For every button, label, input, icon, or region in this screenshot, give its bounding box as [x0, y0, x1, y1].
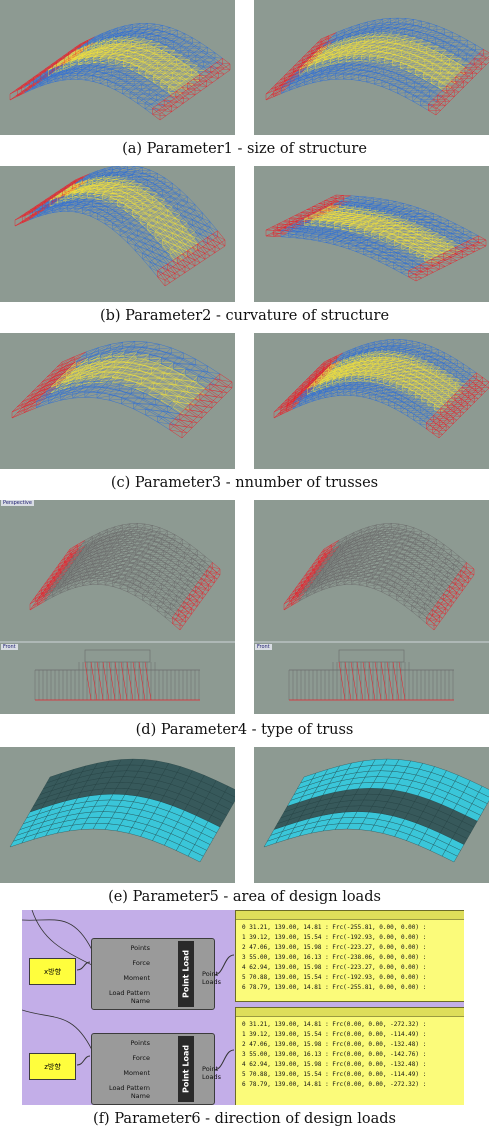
truss-render: [11, 341, 233, 439]
load-render: [263, 758, 489, 863]
param-x-direction[interactable]: x방향: [29, 958, 76, 985]
caption-a: (a) Parameter1 - size of structure: [122, 141, 367, 157]
input-points: Points: [130, 944, 150, 952]
wire-layer: [22, 910, 235, 1071]
caption-e: (e) Parameter5 - area of design loads: [108, 889, 381, 905]
render-e-right: [254, 747, 489, 883]
render-a-left: [0, 0, 235, 135]
param-label: x방향: [43, 967, 62, 976]
component-title: Point Load: [178, 941, 194, 1007]
viewport-label-perspective: Perspective: [1, 500, 34, 506]
load-render: [9, 758, 235, 863]
render-e-left: [0, 747, 235, 883]
output-panel-1[interactable]: 0 31.21, 139.00, 14.81 : Frc(-255.81, 0.…: [235, 910, 464, 1002]
panel-line: 0 31.21, 139.00, 14.81 : Frc(0.00, 0.00,…: [242, 1021, 427, 1028]
grasshopper-canvas: x방향 Points Force Moment Load Pattern Nam…: [22, 910, 464, 1105]
viewport-label-front: Front: [255, 644, 272, 650]
panel-line: 4 62.94, 139.00, 15.98 : Frc(-223.27, 0.…: [242, 964, 427, 971]
input-force: Force: [132, 959, 150, 967]
input-force: Force: [132, 1054, 150, 1062]
panel-line: 5 70.88, 139.00, 15.54 : Frc(0.00, 0.00,…: [242, 1071, 427, 1078]
truss-render: [9, 23, 231, 121]
render-d-left: Perspective Front: [0, 500, 235, 714]
render-b-left: [0, 166, 235, 302]
component-point-load-1[interactable]: Points Force Moment Load Pattern Name Po…: [91, 938, 221, 1010]
panel-line: 0 31.21, 139.00, 14.81 : Frc(-255.81, 0.…: [242, 924, 427, 931]
panel-line: 2 47.06, 139.00, 15.98 : Frc(0.00, 0.00,…: [242, 1041, 427, 1048]
render-c-right: [254, 333, 489, 469]
panel-line: 2 47.06, 139.00, 15.98 : Frc(-223.27, 0.…: [242, 944, 427, 951]
panel-line: 3 55.00, 139.00, 16.13 : Frc(0.00, 0.00,…: [242, 1051, 427, 1058]
input-load-pattern-name: Load Pattern Name: [108, 1084, 150, 1100]
output-point-loads: Point Loads: [202, 1065, 221, 1081]
render-d-right: Front: [254, 500, 489, 714]
param-label: z방향: [44, 1062, 61, 1071]
panel-line: 1 39.12, 139.00, 15.54 : Frc(0.00, 0.00,…: [242, 1031, 427, 1038]
truss-render: [265, 17, 489, 116]
truss-render: [254, 523, 489, 701]
panel-line: 1 39.12, 139.00, 15.54 : Frc(-192.93, 0.…: [242, 934, 427, 941]
panel-line: 5 70.88, 139.00, 15.54 : Frc(-192.93, 0.…: [242, 974, 427, 981]
truss-render: [265, 194, 487, 282]
truss-render: [0, 523, 235, 701]
component-point-load-2[interactable]: Points Force Moment Load Pattern Name Po…: [91, 1033, 221, 1105]
input-moment: Moment: [123, 1069, 150, 1077]
param-z-direction[interactable]: z방향: [29, 1053, 76, 1080]
panel-line: 6 78.79, 139.00, 14.81 : Frc(-255.81, 0.…: [242, 984, 427, 991]
truss-render: [14, 166, 226, 287]
viewport-label-front: Front: [1, 644, 18, 650]
input-moment: Moment: [123, 974, 150, 982]
output-panel-2[interactable]: 0 31.21, 139.00, 14.81 : Frc(0.00, 0.00,…: [235, 1007, 464, 1105]
input-points: Points: [130, 1039, 150, 1047]
render-c-left: [0, 333, 235, 469]
output-point-loads: Point Loads: [202, 970, 221, 986]
panel-header: [236, 1008, 464, 1017]
panel-line: 4 62.94, 139.00, 15.98 : Frc(0.00, 0.00,…: [242, 1061, 427, 1068]
render-a-right: [254, 0, 489, 135]
panel-line: 6 78.79, 139.00, 14.81 : Frc(0.00, 0.00,…: [242, 1081, 427, 1088]
truss-render: [273, 339, 489, 439]
caption-c: (c) Parameter3 - nnumber of trusses: [110, 475, 379, 491]
component-title: Point Load: [178, 1036, 194, 1102]
caption-f: (f) Parameter6 - direction of design loa…: [93, 1111, 396, 1127]
panel-line: 3 55.00, 139.00, 16.13 : Frc(-238.06, 0.…: [242, 954, 427, 961]
caption-d: (d) Parameter4 - type of truss: [135, 722, 354, 738]
panel-header: [236, 911, 464, 920]
input-load-pattern-name: Load Pattern Name: [108, 989, 150, 1005]
caption-b: (b) Parameter2 - curvature of structure: [99, 308, 390, 324]
render-b-right: [254, 166, 489, 302]
